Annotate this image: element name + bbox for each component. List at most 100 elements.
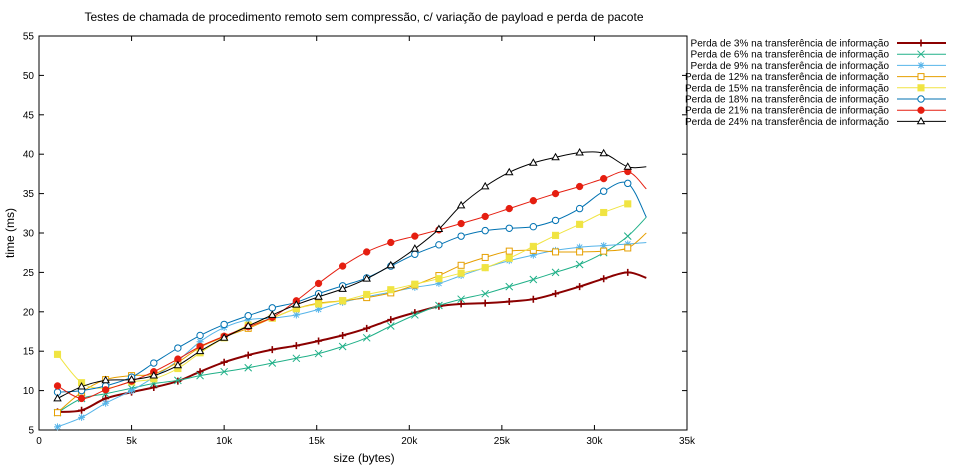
series-line-6 bbox=[57, 181, 647, 393]
legend-label-5: Perda de 15% na transferência de informa… bbox=[685, 83, 889, 94]
series-7-point bbox=[457, 219, 465, 228]
series-3-point bbox=[54, 423, 62, 431]
series-1-point bbox=[505, 298, 513, 306]
series-4-point bbox=[600, 247, 608, 255]
series-1-point bbox=[78, 406, 86, 414]
series-1-point bbox=[481, 299, 489, 307]
series-7-point bbox=[338, 262, 347, 270]
series-1-point bbox=[220, 358, 228, 366]
series-7-point bbox=[600, 174, 608, 183]
legend-marker-5 bbox=[917, 84, 925, 92]
series-6-point bbox=[150, 359, 158, 367]
series-5-point bbox=[411, 280, 419, 288]
series-7-point bbox=[363, 248, 371, 256]
series-8-point bbox=[53, 393, 62, 402]
series-3-point bbox=[315, 305, 323, 313]
series-1-point bbox=[244, 351, 252, 359]
series-7-point bbox=[387, 238, 395, 247]
series-1-point bbox=[624, 268, 632, 276]
legend-marker-1 bbox=[917, 39, 925, 47]
series-8-point bbox=[386, 260, 396, 269]
x-tick-label: 5k bbox=[126, 436, 138, 447]
series-3-point bbox=[435, 279, 443, 287]
series-8-point bbox=[480, 181, 490, 190]
y-tick-label: 30 bbox=[23, 229, 35, 240]
series-7-point bbox=[53, 382, 62, 390]
series-8-point bbox=[195, 346, 205, 355]
legend-marker-8 bbox=[916, 116, 926, 125]
series-8-point bbox=[149, 371, 159, 379]
chart-title: Testes de chamada de procedimento remoto… bbox=[85, 10, 644, 24]
series-2-point bbox=[220, 367, 228, 376]
series-8-point bbox=[292, 300, 301, 308]
series-line-5 bbox=[57, 203, 628, 389]
legend-label-2: Perda de 6% na transferência de informaç… bbox=[691, 50, 890, 61]
series-8-point bbox=[599, 148, 608, 157]
y-tick-label: 40 bbox=[23, 150, 35, 161]
series-2-point bbox=[481, 289, 490, 298]
series-8-point bbox=[410, 244, 420, 252]
series-3-point bbox=[128, 387, 136, 395]
x-axis-label: size (bytes) bbox=[333, 451, 394, 465]
series-4-point bbox=[576, 248, 584, 256]
series-7-point bbox=[314, 279, 323, 288]
series-5-point bbox=[505, 254, 513, 262]
legend-marker-7 bbox=[917, 106, 925, 114]
series-2-point bbox=[196, 371, 204, 380]
series-1-point bbox=[600, 275, 608, 283]
series-4-point bbox=[481, 253, 489, 261]
series-2-point bbox=[244, 363, 253, 372]
legend-label-7: Perda de 21% na transferência de informa… bbox=[685, 106, 889, 117]
x-tick-label: 35k bbox=[679, 436, 696, 447]
y-tick-label: 20 bbox=[23, 307, 35, 318]
series-7-point bbox=[575, 182, 584, 191]
legend-marker-4 bbox=[917, 73, 925, 81]
series-1-point bbox=[387, 316, 395, 324]
y-tick-label: 25 bbox=[23, 268, 35, 279]
series-4-point bbox=[457, 261, 465, 269]
series-7-point bbox=[529, 197, 537, 205]
series-5-point bbox=[315, 300, 323, 308]
series-8-point bbox=[173, 360, 183, 369]
series-1-point bbox=[363, 324, 371, 332]
series-2-point bbox=[386, 322, 395, 330]
series-3-point bbox=[244, 316, 252, 324]
series-6-point bbox=[411, 250, 419, 258]
series-8-point bbox=[314, 292, 323, 300]
series-1-point bbox=[268, 346, 276, 354]
series-5-point bbox=[624, 200, 632, 208]
x-tick-label: 15k bbox=[309, 436, 326, 447]
series-2-point bbox=[529, 275, 538, 284]
series-3-point bbox=[102, 399, 110, 407]
y-axis-label: time (ms) bbox=[3, 208, 17, 258]
series-8-point bbox=[338, 284, 347, 292]
series-2-point bbox=[174, 376, 182, 385]
series-1-point bbox=[529, 295, 537, 303]
series-6-point bbox=[244, 312, 252, 320]
series-8-point bbox=[243, 321, 253, 329]
series-8-point bbox=[127, 374, 136, 383]
series-8-point bbox=[434, 224, 444, 232]
series-7-point bbox=[77, 394, 86, 403]
series-5-point bbox=[53, 350, 62, 358]
series-2-point bbox=[551, 268, 560, 277]
series-5-point bbox=[576, 220, 584, 228]
series-7-point bbox=[505, 204, 513, 213]
series-1-point bbox=[552, 290, 560, 298]
y-tick-label: 5 bbox=[28, 426, 34, 437]
legend-label-6: Perda de 18% na transferência de informa… bbox=[685, 95, 889, 106]
series-6-point bbox=[575, 204, 584, 213]
legend-marker-6 bbox=[917, 95, 925, 103]
series-8-point bbox=[101, 375, 110, 384]
series-7-point bbox=[481, 212, 489, 221]
legend-marker-2 bbox=[917, 50, 925, 59]
x-tick-label: 25k bbox=[494, 436, 511, 447]
plot-frame bbox=[38, 35, 688, 431]
series-1-point bbox=[292, 342, 300, 350]
series-1-point bbox=[315, 337, 323, 345]
series-6-point bbox=[457, 232, 465, 240]
series-2-point bbox=[410, 311, 419, 319]
series-6-point bbox=[529, 222, 538, 231]
series-3-point bbox=[576, 243, 584, 251]
